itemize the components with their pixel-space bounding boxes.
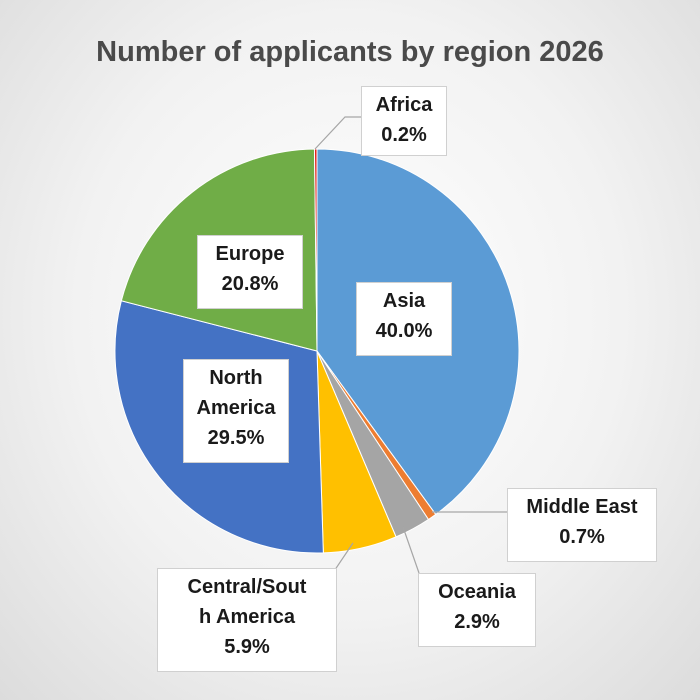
data-label-percent: 29.5%: [207, 427, 265, 449]
data-label-category: Europe: [215, 243, 285, 265]
chart-title: Number of applicants by region 2026: [96, 36, 604, 68]
data-label-percent: 20.8%: [221, 273, 279, 295]
data-label-north-america: North America 29.5%: [183, 359, 289, 463]
data-label-oceania: Oceania 2.9%: [418, 573, 536, 647]
data-label-percent: 0.2%: [381, 124, 427, 146]
data-label-africa: Africa 0.2%: [361, 86, 447, 156]
data-label-percent: 2.9%: [454, 611, 500, 633]
data-label-category: America: [196, 397, 276, 419]
leader-line-oceania: [402, 526, 420, 574]
data-label-percent: 40.0%: [375, 320, 433, 342]
data-label-europe: Europe 20.8%: [197, 235, 303, 309]
data-label-category: Middle East: [526, 496, 638, 518]
pie-slices: [114, 148, 520, 554]
data-label-asia: Asia 40.0%: [356, 282, 452, 356]
data-label-category: Oceania: [438, 581, 516, 603]
data-label-category: Central/Sout: [187, 576, 307, 598]
data-label-category: Asia: [382, 290, 426, 312]
data-label-central-sout-h-america: Central/Sout h America 5.9%: [157, 568, 337, 672]
data-label-category: h America: [199, 606, 295, 628]
data-label-category: Africa: [375, 94, 433, 116]
leader-line-africa: [314, 116, 361, 150]
data-label-percent: 0.7%: [559, 526, 605, 548]
data-label-category: North: [209, 367, 263, 389]
data-label-percent: 5.9%: [224, 636, 270, 658]
data-label-middle-east: Middle East 0.7%: [507, 488, 657, 562]
